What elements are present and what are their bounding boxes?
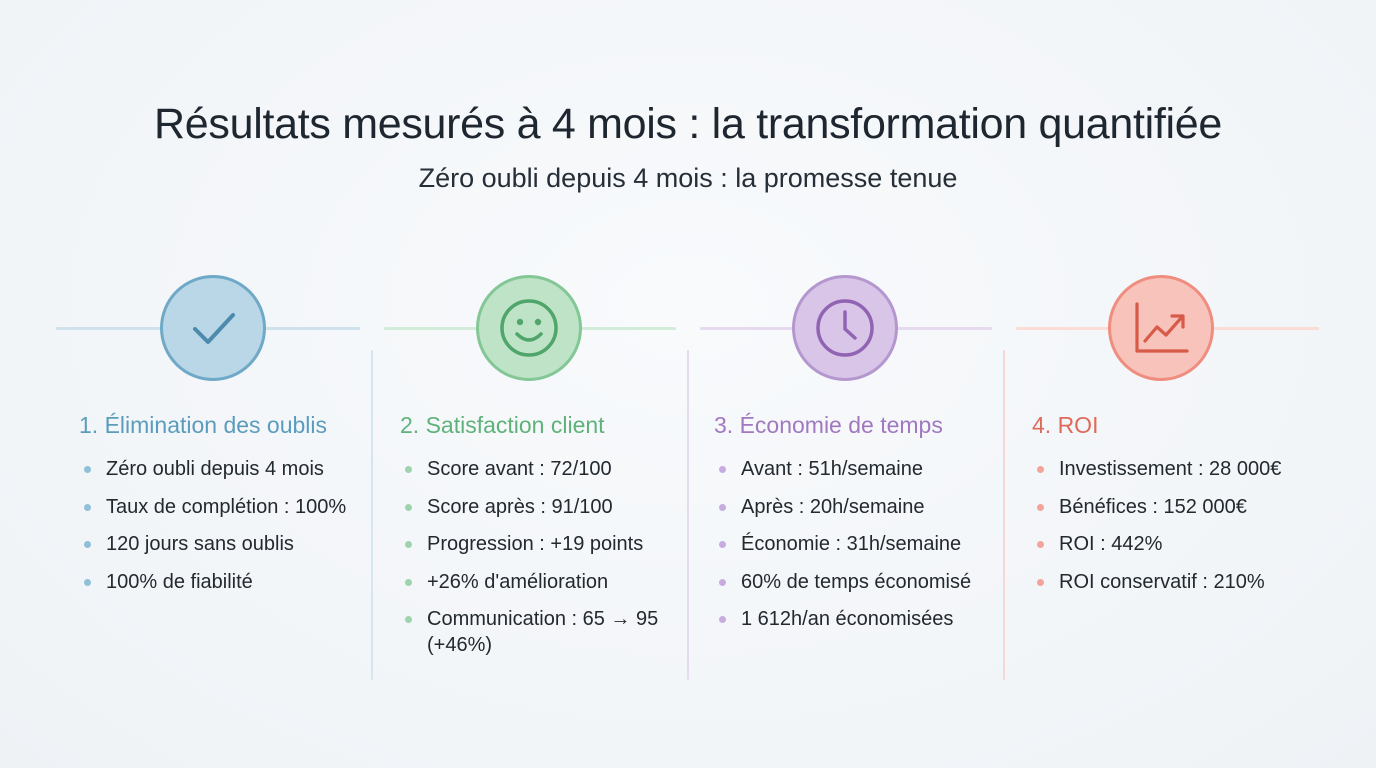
bullet-dot <box>405 578 412 586</box>
list-item: 120 jours sans oublis <box>79 531 369 557</box>
list-item: 1 612h/an économisées <box>714 606 999 632</box>
list-item: ROI : 442% <box>1032 531 1332 557</box>
checkmark-circle <box>160 275 266 381</box>
column-title-satisfaction: 2. Satisfaction client <box>400 412 605 438</box>
list-item: 60% de temps économisé <box>714 569 999 595</box>
bullet-dot <box>84 466 91 473</box>
bullet-dot <box>719 578 726 586</box>
list-item: 100% de fiabilité <box>79 569 369 595</box>
clock-circle <box>792 275 898 381</box>
list-item: Progression : +19 points <box>400 531 682 557</box>
bullet-dot <box>405 541 412 549</box>
list-item-text: ROI conservatif : 210% <box>1059 570 1265 593</box>
bullet-dot <box>719 466 726 473</box>
list-item-text: 1 612h/an économisées <box>741 608 954 631</box>
list-item: Taux de complétion : 100% <box>79 494 369 520</box>
bullet-dot <box>405 503 412 511</box>
separator-3 <box>1003 350 1005 680</box>
list-item: Zéro oubli depuis 4 mois <box>79 456 369 482</box>
list-item: +26% d'amélioration <box>400 569 682 595</box>
list-item-text: ROI : 442% <box>1059 533 1163 556</box>
list-roi: Investissement : 28 000€ Bénéfices : 152… <box>1032 456 1332 606</box>
list-item-text: 60% de temps économisé <box>741 570 972 593</box>
bullet-dot <box>84 541 91 549</box>
list-satisfaction: Score avant : 72/100 Score après : 91/10… <box>400 456 682 670</box>
checkmark-icon <box>193 313 235 344</box>
bullet-dot <box>1037 466 1044 473</box>
bullet-dot <box>1037 578 1044 586</box>
list-item-text: Après : 20h/semaine <box>741 495 925 518</box>
smiley-face-icon <box>500 299 558 357</box>
bullet-dot <box>1037 503 1044 511</box>
clock-icon <box>816 299 874 357</box>
list-item-text: 100% de fiabilité <box>106 570 253 593</box>
list-item: Score après : 91/100 <box>400 494 682 520</box>
bullet-dot <box>719 503 726 511</box>
list-item-text: Taux de complétion : 100% <box>106 495 347 518</box>
list-item: Bénéfices : 152 000€ <box>1032 494 1332 520</box>
bullet-dot <box>405 466 412 473</box>
bullet-dot <box>719 541 726 549</box>
page-title: Résultats mesurés à 4 mois : la transfor… <box>154 100 1222 148</box>
list-item: Après : 20h/semaine <box>714 494 999 520</box>
list-item-text: Score avant : 72/100 <box>427 458 612 480</box>
separator-1 <box>371 350 373 680</box>
bullet-dot <box>84 503 91 511</box>
list-item-text: Avant : 51h/semaine <box>741 458 923 480</box>
list-item: Communication : 65 → 95 (+46%) <box>400 606 682 658</box>
bullet-dot <box>1037 541 1044 549</box>
smiley-circle <box>476 275 582 381</box>
list-item-text: Score après : 91/100 <box>427 495 613 518</box>
list-item: Économie : 31h/semaine <box>714 531 999 557</box>
list-item-text: +26% d'amélioration <box>427 570 609 593</box>
chart-circle <box>1108 275 1214 381</box>
bullet-dot <box>84 578 91 586</box>
column-title-elimination: 1. Élimination des oublis <box>79 412 328 438</box>
bullet-dot <box>405 616 412 624</box>
list-item-text: Zéro oubli depuis 4 mois <box>106 458 324 480</box>
bullet-dot <box>719 616 726 624</box>
separator-2 <box>687 350 689 680</box>
list-item: ROI conservatif : 210% <box>1032 569 1332 595</box>
list-item: Investissement : 28 000€ <box>1032 456 1332 482</box>
list-item-text: Bénéfices : 152 000€ <box>1059 495 1247 518</box>
list-item-text: Communication : 65 → 95 (+46%) <box>427 608 659 657</box>
page-subtitle: Zéro oubli depuis 4 mois : la promesse t… <box>418 163 958 193</box>
list-item-text: 120 jours sans oublis <box>106 533 294 556</box>
list-elimination: Zéro oubli depuis 4 mois Taux de complét… <box>79 456 369 606</box>
trending-up-chart-icon <box>1135 302 1189 353</box>
column-title-economie: 3. Économie de temps <box>714 412 943 438</box>
list-item-text: Progression : +19 points <box>427 533 644 556</box>
list-item-text: Investissement : 28 000€ <box>1059 458 1282 480</box>
column-title-roi: 4. ROI <box>1032 412 1099 438</box>
list-item-text: Économie : 31h/semaine <box>741 533 962 556</box>
list-item: Avant : 51h/semaine <box>714 456 999 482</box>
list-economie: Avant : 51h/semaine Après : 20h/semaine … <box>714 456 999 644</box>
list-item: Score avant : 72/100 <box>400 456 682 482</box>
